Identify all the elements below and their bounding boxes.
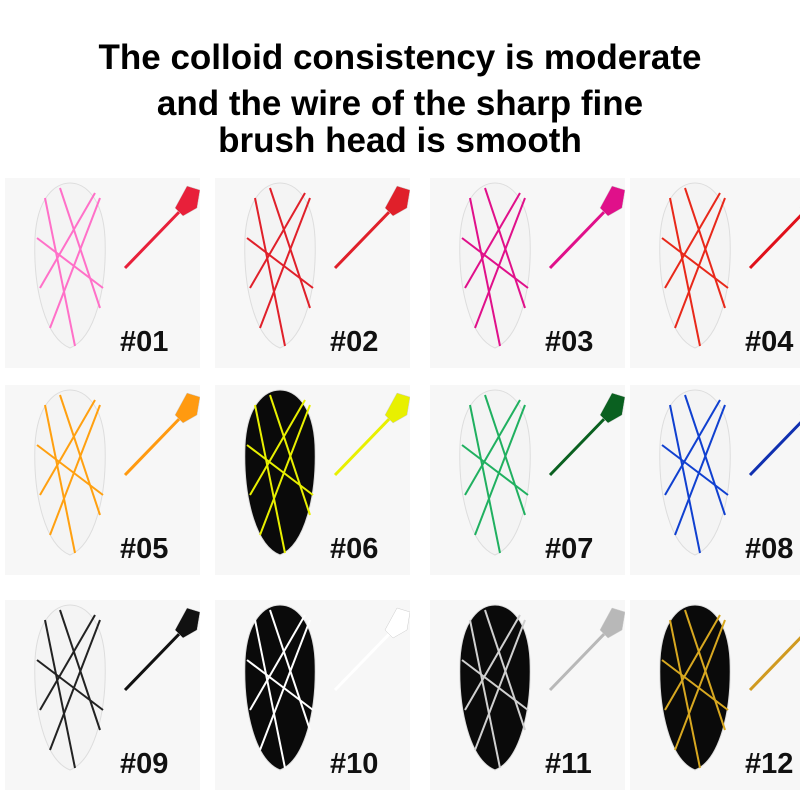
brush-handle: [333, 628, 395, 692]
brush-tip: [599, 392, 625, 424]
product-swatch: #03: [430, 178, 625, 368]
brush-tip: [174, 185, 200, 217]
nail-lines: [36, 187, 104, 347]
shade-label: #09: [120, 748, 169, 780]
nail-lines: [36, 609, 104, 769]
nail-lines: [661, 394, 729, 554]
nail: [659, 389, 731, 556]
nail-lines: [461, 394, 529, 554]
product-swatch: #10: [215, 600, 410, 790]
brush-handle: [333, 413, 395, 477]
shade-label: #04: [745, 326, 794, 358]
brush-tip: [599, 185, 625, 217]
nail: [659, 604, 731, 771]
brush-handle: [748, 636, 800, 692]
nail: [34, 604, 106, 771]
nail-lines: [661, 187, 729, 347]
nail-lines: [246, 187, 314, 347]
brush-handle: [548, 206, 610, 270]
product-swatch: #05: [5, 385, 200, 575]
shade-label: #02: [330, 326, 379, 358]
shade-label: #10: [330, 748, 379, 780]
brush-tip: [384, 607, 410, 639]
nail: [244, 604, 316, 771]
nail: [244, 182, 316, 349]
shade-label: #11: [545, 748, 592, 780]
product-swatch: #12: [630, 600, 800, 790]
brush-handle: [333, 206, 395, 270]
brush-handle: [123, 206, 185, 270]
brush-tip: [384, 392, 410, 424]
brush-tip: [384, 185, 410, 217]
brush-handle: [748, 214, 800, 270]
product-swatch: #06: [215, 385, 410, 575]
nail-lines: [461, 609, 529, 769]
brush-handle: [123, 628, 185, 692]
shade-label: #08: [745, 533, 794, 565]
brush-handle: [748, 421, 800, 477]
product-swatch: #01: [5, 178, 200, 368]
title-line-2: and the wire of the sharp fine: [156, 84, 644, 123]
nail: [34, 182, 106, 349]
shade-label: #06: [330, 533, 379, 565]
product-swatch: #02: [215, 178, 410, 368]
product-swatch: #04: [630, 178, 800, 368]
nail-lines: [461, 187, 529, 347]
nail: [244, 389, 316, 556]
title-line-1: The colloid consistency is moderate: [98, 38, 702, 77]
nail: [34, 389, 106, 556]
nail-lines: [36, 394, 104, 554]
product-swatch: #07: [430, 385, 625, 575]
nail: [659, 182, 731, 349]
nail-lines: [246, 609, 314, 769]
nail-lines: [661, 609, 729, 769]
shade-label: #05: [120, 533, 169, 565]
brush-handle: [123, 413, 185, 477]
nail: [459, 182, 531, 349]
product-swatch: #09: [5, 600, 200, 790]
shade-label: #03: [545, 326, 594, 358]
title-line-3: brush head is smooth: [218, 121, 582, 160]
brush-handle: [548, 628, 610, 692]
brush-tip: [599, 607, 625, 639]
product-swatch: #11: [430, 600, 625, 790]
shade-label: #07: [545, 533, 594, 565]
nail: [459, 389, 531, 556]
nail-lines: [246, 394, 314, 554]
shade-label: #12: [745, 748, 794, 780]
brush-tip: [174, 607, 200, 639]
shade-label: #01: [120, 326, 169, 358]
nail: [459, 604, 531, 771]
brush-handle: [548, 413, 610, 477]
brush-tip: [174, 392, 200, 424]
product-swatch: #08: [630, 385, 800, 575]
